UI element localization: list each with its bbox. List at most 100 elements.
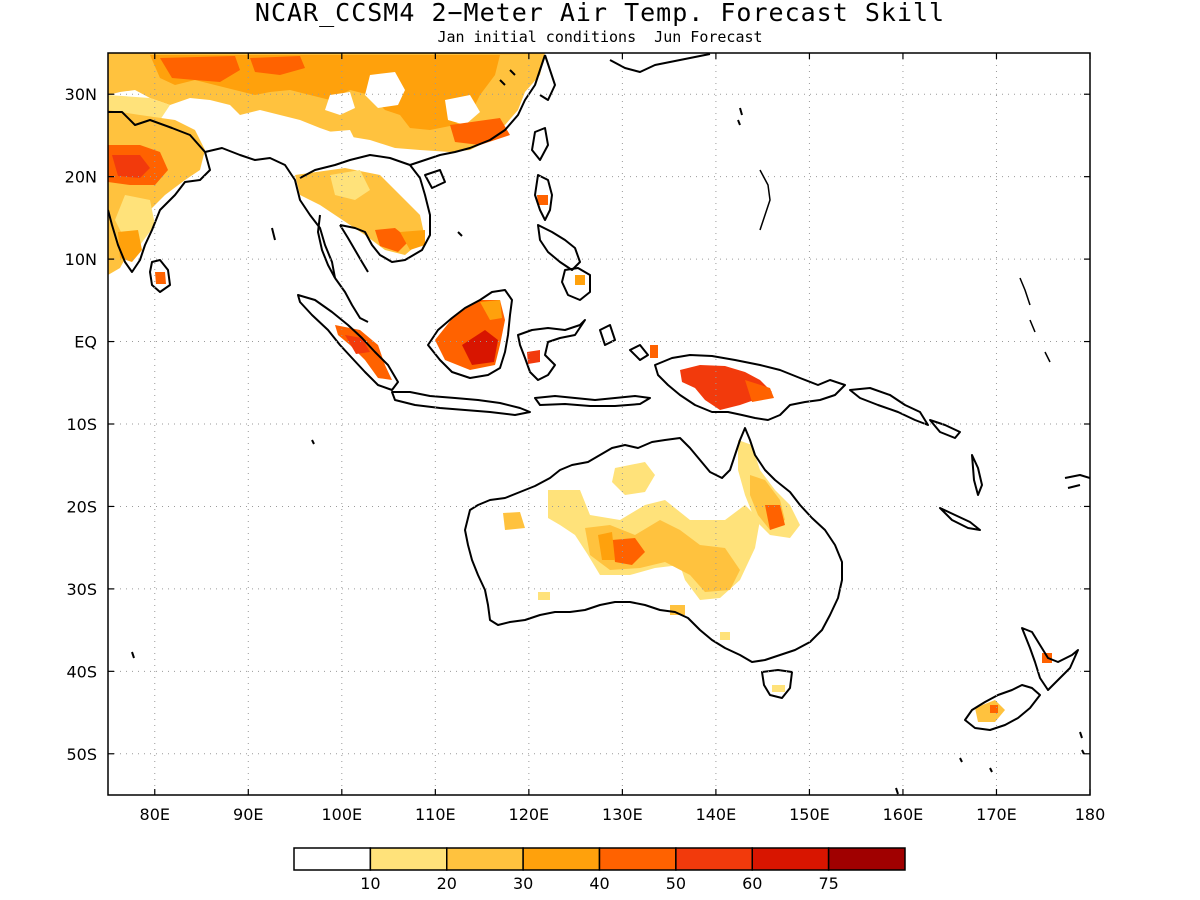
lon-tick-label: 130E bbox=[602, 805, 643, 824]
colorbar-label: 30 bbox=[513, 874, 533, 893]
skill-region-borneo-dark bbox=[462, 330, 498, 365]
lon-tick-label: 100E bbox=[321, 805, 362, 824]
lat-tick-label: 40S bbox=[66, 662, 97, 681]
skill-region-china-red3 bbox=[450, 118, 510, 145]
skill-region-indochina-light bbox=[330, 170, 370, 200]
skill-region-aus-west bbox=[503, 512, 525, 530]
skill-region-sulawesi bbox=[527, 350, 540, 364]
colorbar-swatch bbox=[675, 847, 753, 871]
coast-java bbox=[391, 391, 531, 416]
longitude-labels: 80E 90E 100E 110E 120E 130E 140E 150E 160E 170E 18… bbox=[140, 805, 1106, 824]
coast-china bbox=[409, 54, 546, 166]
lat-tick-label: 10S bbox=[66, 415, 97, 434]
lon-tick-label: 80E bbox=[140, 805, 170, 824]
coast-japan bbox=[609, 53, 711, 73]
lon-tick-label: 90E bbox=[233, 805, 263, 824]
skill-region-new-guinea bbox=[680, 365, 772, 410]
coast-nz-north bbox=[1021, 627, 1079, 691]
lat-tick-label: 20S bbox=[66, 497, 97, 516]
lon-tick-label: 120E bbox=[509, 805, 550, 824]
latitude-labels: 30N 20N 10N EQ 10S 20S 30S 40S 50S bbox=[65, 85, 97, 764]
skill-shading bbox=[108, 53, 1052, 722]
skill-region-borneo-light bbox=[480, 300, 502, 320]
colorbar-swatch bbox=[369, 847, 448, 871]
colorbar-label: 75 bbox=[818, 874, 838, 893]
skill-region-srilanka bbox=[155, 272, 166, 284]
lon-tick-label: 170E bbox=[976, 805, 1017, 824]
coast-australia bbox=[464, 427, 843, 663]
lat-tick-label: 30S bbox=[66, 580, 97, 599]
lon-tick-label: 160E bbox=[883, 805, 924, 824]
lat-tick-label: 20N bbox=[65, 168, 97, 187]
map-title: NCAR_CCSM4 2−Meter Air Temp. Forecast Sk… bbox=[254, 0, 946, 27]
skill-region-china-white4 bbox=[285, 130, 360, 165]
colorbar-swatch bbox=[598, 847, 677, 871]
coast-gulf-thailand bbox=[339, 224, 369, 273]
coast-hainan bbox=[424, 169, 446, 189]
skill-region-aus-central-darkorange bbox=[598, 532, 615, 560]
coast-fiji bbox=[1064, 474, 1090, 489]
coast-sulawesi bbox=[517, 319, 586, 381]
coast-taiwan bbox=[531, 127, 549, 161]
coast-philippines-luzon bbox=[534, 174, 553, 221]
coast-islands-pacific bbox=[759, 169, 1051, 363]
coast-new-caledonia bbox=[939, 507, 981, 531]
lat-tick-label: 10N bbox=[65, 250, 97, 269]
skill-region-india-south bbox=[118, 230, 142, 262]
colorbar-swatch bbox=[751, 847, 830, 871]
skill-region-aus-southeast bbox=[720, 632, 730, 640]
skill-region-india-darkred bbox=[112, 155, 150, 178]
skill-region-new-guinea-orange bbox=[745, 380, 774, 402]
colorbar-swatch bbox=[827, 847, 906, 871]
map-grid bbox=[108, 53, 1090, 795]
lat-tick-label: 30N bbox=[65, 85, 97, 104]
coast-mindanao bbox=[561, 267, 591, 301]
axis-ticks bbox=[108, 53, 1091, 795]
coast-bay-of-bengal bbox=[204, 147, 336, 279]
colorbar-swatch bbox=[522, 847, 601, 871]
coast-srilanka bbox=[149, 259, 171, 293]
colorbar-label: 10 bbox=[360, 874, 380, 893]
lat-tick-label: 50S bbox=[66, 745, 97, 764]
colorbar-label: 40 bbox=[589, 874, 609, 893]
skill-region-aus-north bbox=[612, 462, 655, 495]
coast-korea bbox=[539, 54, 556, 101]
skill-region-moluccas bbox=[650, 345, 658, 358]
skill-region-aus-central-orange bbox=[585, 520, 740, 592]
map-subtitle: Jan initial conditions Jun Forecast bbox=[437, 28, 763, 46]
skill-region-china-white1 bbox=[365, 72, 405, 108]
lon-tick-label: 180 bbox=[1075, 805, 1106, 824]
skill-region-philippines2 bbox=[575, 275, 585, 285]
colorbar-label: 20 bbox=[437, 874, 457, 893]
coast-vanuatu bbox=[971, 454, 983, 496]
colorbar-swatch bbox=[293, 847, 372, 871]
coast-solomons bbox=[929, 419, 961, 439]
coast-nz-south bbox=[964, 684, 1041, 731]
coast-philippines-visayas bbox=[537, 224, 581, 271]
skill-region-china-white3 bbox=[445, 95, 480, 125]
coast-new-guinea bbox=[654, 354, 846, 421]
skill-region-china-inner bbox=[150, 55, 500, 130]
skill-region-china-red1 bbox=[160, 56, 240, 82]
colorbar-label: 50 bbox=[666, 874, 686, 893]
coast-tasmania bbox=[761, 669, 793, 699]
coast-sumatra bbox=[297, 294, 399, 391]
lon-tick-label: 150E bbox=[789, 805, 830, 824]
lat-tick-label: EQ bbox=[74, 333, 97, 352]
coast-borneo bbox=[427, 289, 513, 379]
skill-region-indochina-orange bbox=[400, 230, 425, 250]
coast-new-britain bbox=[849, 387, 929, 426]
skill-region-tasmania bbox=[772, 685, 785, 692]
skill-region-china-red2 bbox=[250, 56, 305, 75]
skill-region-nz-south-red bbox=[990, 705, 998, 713]
skill-region-aus-east-red bbox=[765, 505, 785, 530]
skill-region-philippines1 bbox=[537, 195, 548, 205]
skill-region-aus-central-red bbox=[612, 538, 645, 565]
coast-islands-small bbox=[131, 69, 1085, 795]
colorbar: 10 20 30 40 50 60 75 bbox=[293, 847, 906, 893]
coast-indochina bbox=[299, 154, 431, 263]
coast-moluccas bbox=[599, 324, 649, 361]
colorbar-swatch bbox=[446, 847, 524, 871]
coast-lesser-sunda bbox=[534, 395, 651, 407]
lon-tick-label: 140E bbox=[696, 805, 737, 824]
